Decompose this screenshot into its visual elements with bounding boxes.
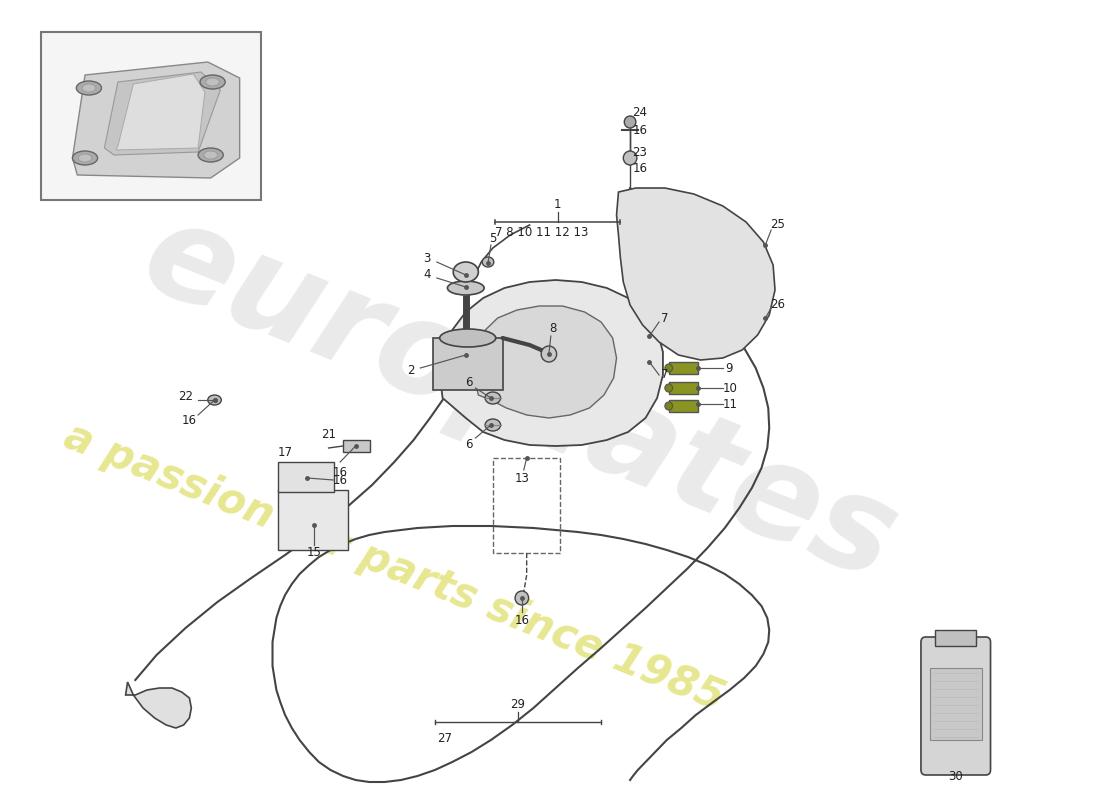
- Text: 8: 8: [549, 322, 557, 334]
- Ellipse shape: [204, 151, 218, 159]
- Text: 11: 11: [723, 398, 738, 410]
- Text: 7: 7: [661, 311, 669, 325]
- Text: 16: 16: [632, 162, 647, 174]
- Text: 13: 13: [515, 471, 529, 485]
- Bar: [930, 668, 982, 740]
- Text: 16: 16: [332, 466, 348, 478]
- Polygon shape: [116, 74, 205, 150]
- Ellipse shape: [664, 384, 672, 392]
- Text: 2: 2: [407, 363, 415, 377]
- Text: 16: 16: [632, 123, 647, 137]
- Bar: [278, 490, 348, 550]
- Ellipse shape: [440, 329, 496, 347]
- Text: 24: 24: [632, 106, 647, 118]
- Ellipse shape: [208, 395, 221, 405]
- Ellipse shape: [73, 151, 98, 165]
- Bar: [669, 382, 697, 394]
- Text: 15: 15: [307, 546, 321, 558]
- Bar: [669, 400, 697, 412]
- Ellipse shape: [76, 81, 101, 95]
- Polygon shape: [440, 280, 663, 446]
- Text: 25: 25: [770, 218, 785, 231]
- Text: 3: 3: [424, 251, 431, 265]
- Polygon shape: [73, 62, 240, 178]
- Ellipse shape: [485, 419, 501, 431]
- Bar: [935, 630, 976, 646]
- Circle shape: [625, 116, 636, 128]
- Text: 22: 22: [178, 390, 192, 402]
- Ellipse shape: [82, 84, 96, 92]
- Text: a passion for parts since 1985: a passion for parts since 1985: [58, 414, 730, 719]
- Text: 21: 21: [321, 427, 337, 441]
- Ellipse shape: [485, 392, 501, 404]
- Text: 16: 16: [515, 614, 529, 626]
- Ellipse shape: [78, 154, 91, 162]
- Ellipse shape: [482, 257, 494, 267]
- Text: 5: 5: [490, 231, 496, 245]
- Polygon shape: [473, 306, 616, 418]
- Text: 16: 16: [182, 414, 197, 426]
- Ellipse shape: [198, 148, 223, 162]
- Ellipse shape: [448, 281, 484, 295]
- Text: 16: 16: [332, 474, 348, 486]
- Polygon shape: [616, 188, 776, 360]
- Text: 7: 7: [661, 369, 669, 382]
- Text: 7 8 10 11 12 13: 7 8 10 11 12 13: [495, 226, 588, 238]
- Text: 6: 6: [465, 377, 472, 390]
- Ellipse shape: [206, 78, 219, 86]
- Text: europlates: europlates: [125, 190, 914, 607]
- Text: 30: 30: [948, 770, 964, 782]
- Text: 4: 4: [424, 269, 431, 282]
- Ellipse shape: [200, 75, 225, 89]
- Text: 9: 9: [725, 362, 733, 374]
- Text: 17: 17: [277, 446, 293, 458]
- Bar: [433, 338, 503, 390]
- Polygon shape: [104, 72, 220, 155]
- Text: 10: 10: [723, 382, 738, 394]
- Ellipse shape: [664, 364, 672, 372]
- Text: 6: 6: [465, 438, 472, 451]
- Text: 26: 26: [770, 298, 785, 311]
- Circle shape: [541, 346, 557, 362]
- Bar: [493, 458, 561, 553]
- Polygon shape: [125, 682, 191, 728]
- Circle shape: [515, 591, 529, 605]
- Text: 27: 27: [437, 731, 452, 745]
- Ellipse shape: [664, 402, 672, 410]
- Bar: [343, 440, 370, 452]
- Ellipse shape: [453, 262, 478, 282]
- Bar: [669, 362, 697, 374]
- Text: 29: 29: [510, 698, 526, 711]
- Text: 23: 23: [632, 146, 647, 158]
- Circle shape: [624, 151, 637, 165]
- FancyBboxPatch shape: [921, 637, 990, 775]
- Bar: [41, 32, 261, 200]
- Text: 1: 1: [553, 198, 561, 211]
- Bar: [278, 462, 334, 492]
